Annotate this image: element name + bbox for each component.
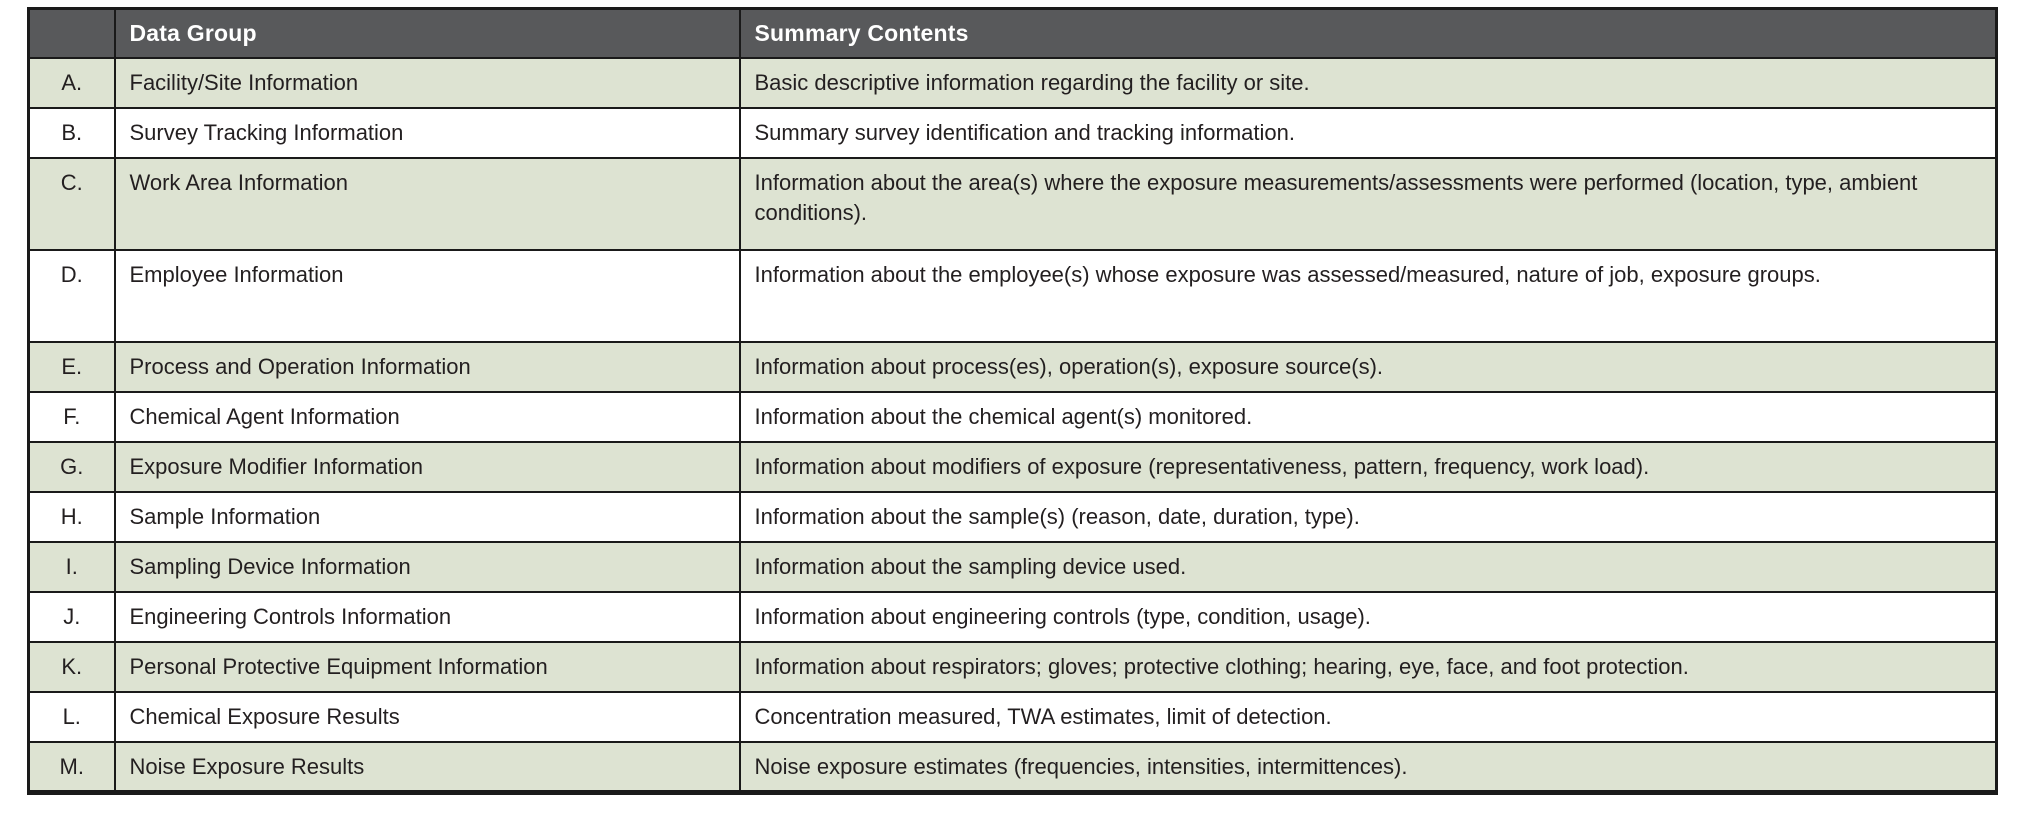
row-letter: C. <box>27 156 116 251</box>
table-header: Data Group Summary Contents <box>27 7 1998 59</box>
row-letter: G. <box>27 440 116 493</box>
row-summary: Basic descriptive information regarding … <box>738 56 1998 109</box>
row-data-group: Chemical Agent Information <box>113 390 741 443</box>
table-row: A. Facility/Site Information Basic descrip… <box>27 56 1998 109</box>
table-container: Data Group Summary Contents A. Facility/S… <box>27 7 1998 795</box>
table-row: H. Sample Information Information about th… <box>27 490 1998 543</box>
row-summary: Concentration measured, TWA estimates, l… <box>738 690 1998 743</box>
row-data-group: Process and Operation Information <box>113 340 741 393</box>
row-summary: Information about the area(s) where the … <box>738 156 1998 251</box>
row-summary: Information about the employee(s) whose … <box>738 248 1998 343</box>
row-letter: A. <box>27 56 116 109</box>
table-body: A. Facility/Site Information Basic descrip… <box>27 56 1998 793</box>
row-data-group: Chemical Exposure Results <box>113 690 741 743</box>
row-letter: I. <box>27 540 116 593</box>
header-cell-letter <box>27 7 116 59</box>
row-summary: Information about the chemical agent(s) … <box>738 390 1998 443</box>
row-letter: L. <box>27 690 116 743</box>
row-letter: K. <box>27 640 116 693</box>
row-data-group: Employee Information <box>113 248 741 343</box>
table-row: B. Survey Tracking Information Summary sur… <box>27 106 1998 159</box>
row-data-group: Noise Exposure Results <box>113 740 741 793</box>
row-data-group: Survey Tracking Information <box>113 106 741 159</box>
row-summary: Information about the sample(s) (reason,… <box>738 490 1998 543</box>
row-letter: E. <box>27 340 116 393</box>
table-row: I. Sampling Device Information Information… <box>27 540 1998 593</box>
row-summary: Information about respirators; gloves; p… <box>738 640 1998 693</box>
header-cell-summary-contents: Summary Contents <box>738 7 1998 59</box>
header-row: Data Group Summary Contents <box>27 7 1998 59</box>
row-letter: F. <box>27 390 116 443</box>
row-letter: M. <box>27 740 116 793</box>
row-letter: B. <box>27 106 116 159</box>
row-data-group: Exposure Modifier Information <box>113 440 741 493</box>
row-data-group: Sampling Device Information <box>113 540 741 593</box>
row-letter: D. <box>27 248 116 343</box>
row-summary: Summary survey identification and tracki… <box>738 106 1998 159</box>
table-row: C. Work Area Information Information about… <box>27 156 1998 251</box>
table-row: F. Chemical Agent Information Information … <box>27 390 1998 443</box>
table-row: K. Personal Protective Equipment Informat… <box>27 640 1998 693</box>
table-row: D. Employee Information Information about … <box>27 248 1998 343</box>
row-data-group: Sample Information <box>113 490 741 543</box>
row-data-group: Engineering Controls Information <box>113 590 741 643</box>
row-letter: H. <box>27 490 116 543</box>
row-summary: Noise exposure estimates (frequencies, i… <box>738 740 1998 793</box>
row-data-group: Work Area Information <box>113 156 741 251</box>
table-row: J. Engineering Controls Information Inform… <box>27 590 1998 643</box>
data-group-summary-table: Data Group Summary Contents A. Facility/S… <box>27 7 1998 795</box>
row-letter: J. <box>27 590 116 643</box>
table-row: L. Chemical Exposure Results Concentration… <box>27 690 1998 743</box>
row-summary: Information about engineering controls (… <box>738 590 1998 643</box>
table-row: G. Exposure Modifier Information Informati… <box>27 440 1998 493</box>
table-row: M. Noise Exposure Results Noise exposure e… <box>27 740 1998 793</box>
row-data-group: Personal Protective Equipment Informatio… <box>113 640 741 693</box>
row-summary: Information about modifiers of exposure … <box>738 440 1998 493</box>
row-data-group: Facility/Site Information <box>113 56 741 109</box>
table-row: E. Process and Operation Information Infor… <box>27 340 1998 393</box>
row-summary: Information about process(es), operation… <box>738 340 1998 393</box>
header-cell-data-group: Data Group <box>113 7 741 59</box>
row-summary: Information about the sampling device us… <box>738 540 1998 593</box>
